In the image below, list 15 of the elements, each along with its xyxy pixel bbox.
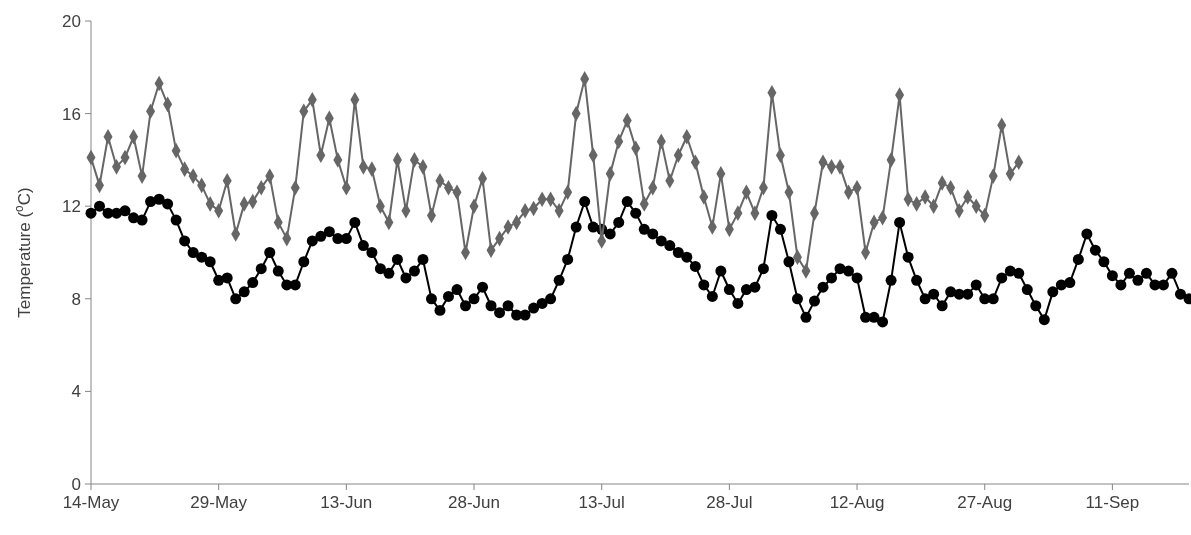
x-tick-label: 14-May [62, 493, 120, 512]
y-tick-label: 20 [62, 11, 81, 31]
x-tick-label: 28-Jul [706, 493, 753, 512]
x-tick-label: 13-Jul [578, 493, 625, 512]
x-tick-label: 12-Aug [829, 493, 885, 512]
y-tick-label: 4 [71, 382, 81, 402]
y-tick-label: 8 [71, 289, 81, 309]
x-tick-label: 11-Sep [1085, 493, 1140, 512]
x-tick-label: 27-Aug [957, 493, 1013, 512]
y-tick-label: 12 [62, 197, 81, 217]
x-tick-label: 29-May [190, 493, 248, 512]
x-tick-label: 28-Jun [448, 493, 501, 512]
y-tick-label: 16 [62, 104, 81, 124]
x-tick-label: 13-Jun [320, 493, 373, 512]
y-tick-label: 0 [71, 474, 81, 494]
